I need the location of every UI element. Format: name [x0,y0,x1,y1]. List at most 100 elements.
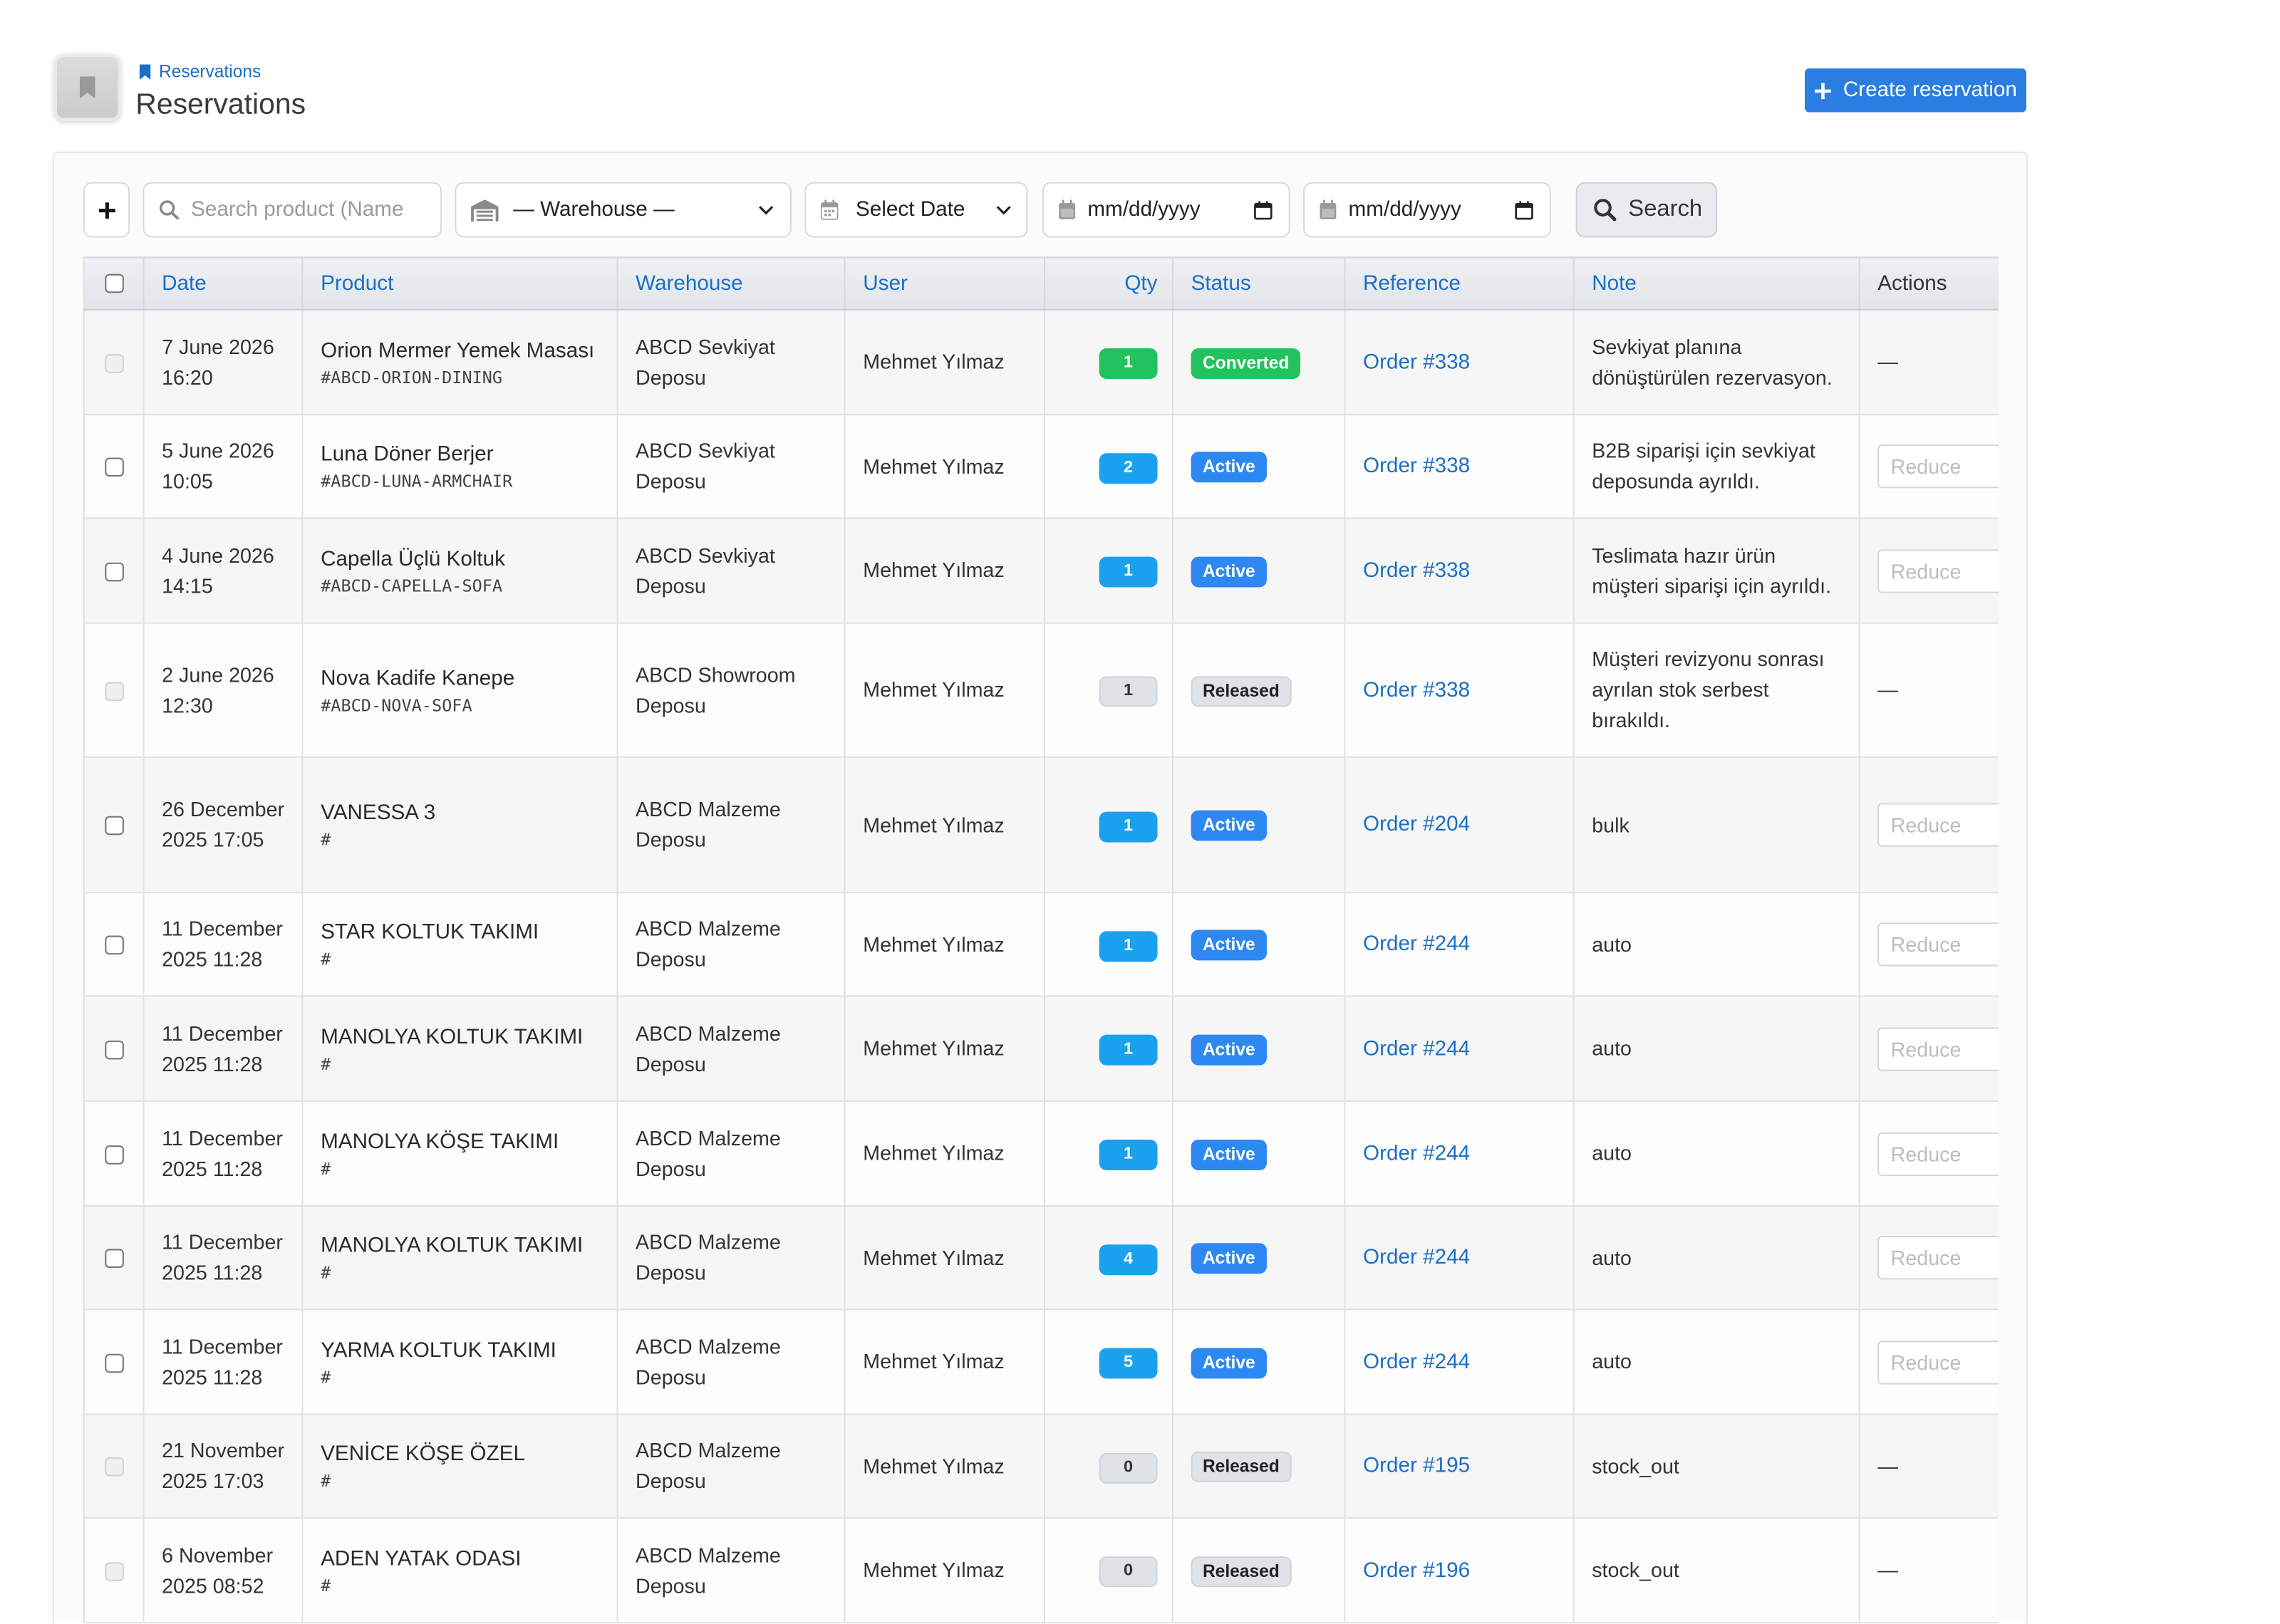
status-cell: Active [1173,756,1346,894]
reference-link[interactable]: Order #338 [1363,678,1471,702]
reduce-qty-input[interactable] [1877,444,1999,489]
product-sku: #ABCD-ORION-DINING [321,366,503,387]
reference-link[interactable]: Order #244 [1363,932,1471,957]
table-row: 2 June 2026 12:30 Nova Kadife Kanepe #ABC… [83,623,1999,758]
reference-link[interactable]: Order #244 [1363,1142,1471,1165]
product-sku: #ABCD-NOVA-SOFA [321,694,472,715]
row-checkbox[interactable] [104,1145,123,1165]
row-checkbox[interactable] [104,1040,123,1060]
column-header-user[interactable]: User [844,256,1045,311]
reduce-qty-input[interactable] [1877,922,1999,967]
no-action-dash: — [1877,1453,1898,1477]
actions-cell [1859,996,1999,1102]
date-cell: 11 December 2025 11:28 [143,1309,304,1415]
row-checkbox[interactable] [104,936,123,955]
qty-badge: 0 [1099,1556,1158,1588]
date-cell: 26 December 2025 17:05 [143,756,304,894]
calendar-picker-icon[interactable] [1254,200,1273,219]
reference-link[interactable]: Order #204 [1363,813,1471,837]
note-cell: auto [1573,1100,1860,1207]
row-checkbox[interactable] [104,1249,123,1269]
status-badge: Active [1191,1243,1268,1274]
actions-cell [1859,518,1999,624]
column-header-note[interactable]: Note [1573,256,1860,311]
reference-cell: Order #244 [1344,892,1575,997]
warehouse-select[interactable]: — Warehouse — [455,182,792,238]
add-filter-button[interactable] [83,182,130,238]
reference-link[interactable]: Order #195 [1363,1454,1471,1478]
product-cell: Nova Kadife Kanepe #ABCD-NOVA-SOFA [302,623,618,758]
table-row: 4 June 2026 14:15 Capella Üçlü Koltuk #AB… [83,518,1999,624]
row-checkbox[interactable] [104,458,123,477]
qty-cell: 1 [1044,996,1174,1102]
date-cell: 7 June 2026 16:20 [143,309,304,416]
product-name: MANOLYA KÖŞE TAKIMI [321,1130,559,1154]
row-select-cell [83,623,145,758]
warehouse-cell: ABCD Sevkiyat Deposu [617,415,846,519]
status-badge: Released [1191,1556,1292,1587]
user-cell: Mehmet Yılmaz [844,1309,1045,1415]
select-all-checkbox[interactable] [104,274,123,293]
product-name: VENİCE KÖŞE ÖZEL [321,1442,526,1467]
breadcrumb[interactable]: Reservations [138,61,261,82]
row-checkbox[interactable] [104,816,123,836]
column-header-product[interactable]: Product [302,256,618,311]
reservations-table-scroll[interactable]: Date Product Warehouse User Qty Status R… [83,256,1999,1624]
reference-link[interactable]: Order #196 [1363,1558,1471,1582]
product-sku: # [321,829,331,850]
reduce-qty-input[interactable] [1877,803,1999,847]
row-select-cell [83,1100,145,1207]
product-cell: VENİCE KÖŞE ÖZEL # [302,1414,618,1519]
note-cell: Sevkiyat planına dönüştürülen rezervasyo… [1573,309,1860,416]
user-cell: Mehmet Yılmaz [844,309,1045,416]
table-row: 7 June 2026 16:20 Orion Mermer Yemek Mas… [83,309,1999,416]
note-cell: Teslimata hazır ürün müşteri siparişi iç… [1573,518,1860,624]
column-header-date[interactable]: Date [143,256,304,311]
table-row: 11 December 2025 11:28 MANOLYA KOLTUK TA… [83,1206,1999,1311]
reference-link[interactable]: Order #338 [1363,558,1471,583]
reference-link[interactable]: Order #244 [1363,1246,1471,1270]
status-badge: Active [1191,930,1268,961]
reduce-qty-input[interactable] [1877,1236,1999,1280]
reference-cell: Order #196 [1344,1517,1575,1624]
reference-link[interactable]: Order #244 [1363,1036,1471,1061]
date-from-input[interactable]: mm/dd/yyyy [1042,182,1290,238]
column-header-actions: Actions [1859,256,1999,311]
search-button-label: Search [1628,197,1703,222]
search-input[interactable]: Search product (Name [142,182,442,238]
status-cell: Active [1173,518,1346,624]
calendar-picker-icon[interactable] [1515,200,1534,219]
reference-link[interactable]: Order #338 [1363,350,1471,374]
header-select-cell [83,256,145,311]
reference-link[interactable]: Order #338 [1363,454,1471,479]
column-header-reference[interactable]: Reference [1344,256,1575,311]
qty-cell: 1 [1044,892,1174,997]
row-select-cell [83,415,145,519]
qty-cell: 1 [1044,518,1174,624]
search-button[interactable]: Search [1575,182,1718,238]
column-header-status[interactable]: Status [1173,256,1346,311]
note-cell: auto [1573,1206,1860,1311]
reduce-qty-input[interactable] [1877,1131,1999,1176]
reduce-qty-input[interactable] [1877,1026,1999,1071]
reduce-qty-input[interactable] [1877,1340,1999,1384]
column-header-qty[interactable]: Qty [1044,256,1174,311]
row-checkbox[interactable] [104,562,123,581]
table-row: 11 December 2025 11:28 MANOLYA KOLTUK TA… [83,996,1999,1102]
breadcrumb-label[interactable]: Reservations [159,61,261,82]
date-range-select[interactable]: Select Date [804,182,1028,238]
reference-link[interactable]: Order #244 [1363,1350,1471,1374]
create-reservation-label: Create reservation [1843,78,2017,103]
status-cell: Active [1173,892,1346,997]
status-cell: Released [1173,1517,1346,1624]
reduce-qty-input[interactable] [1877,548,1999,593]
create-reservation-button[interactable]: Create reservation [1804,68,2026,113]
column-header-warehouse[interactable]: Warehouse [617,256,846,311]
plus-icon [98,202,115,219]
row-checkbox[interactable] [104,1353,123,1373]
search-icon [1593,198,1617,222]
product-sku: # [321,1053,331,1073]
date-to-input[interactable]: mm/dd/yyyy [1303,182,1551,238]
status-badge: Active [1191,556,1268,587]
